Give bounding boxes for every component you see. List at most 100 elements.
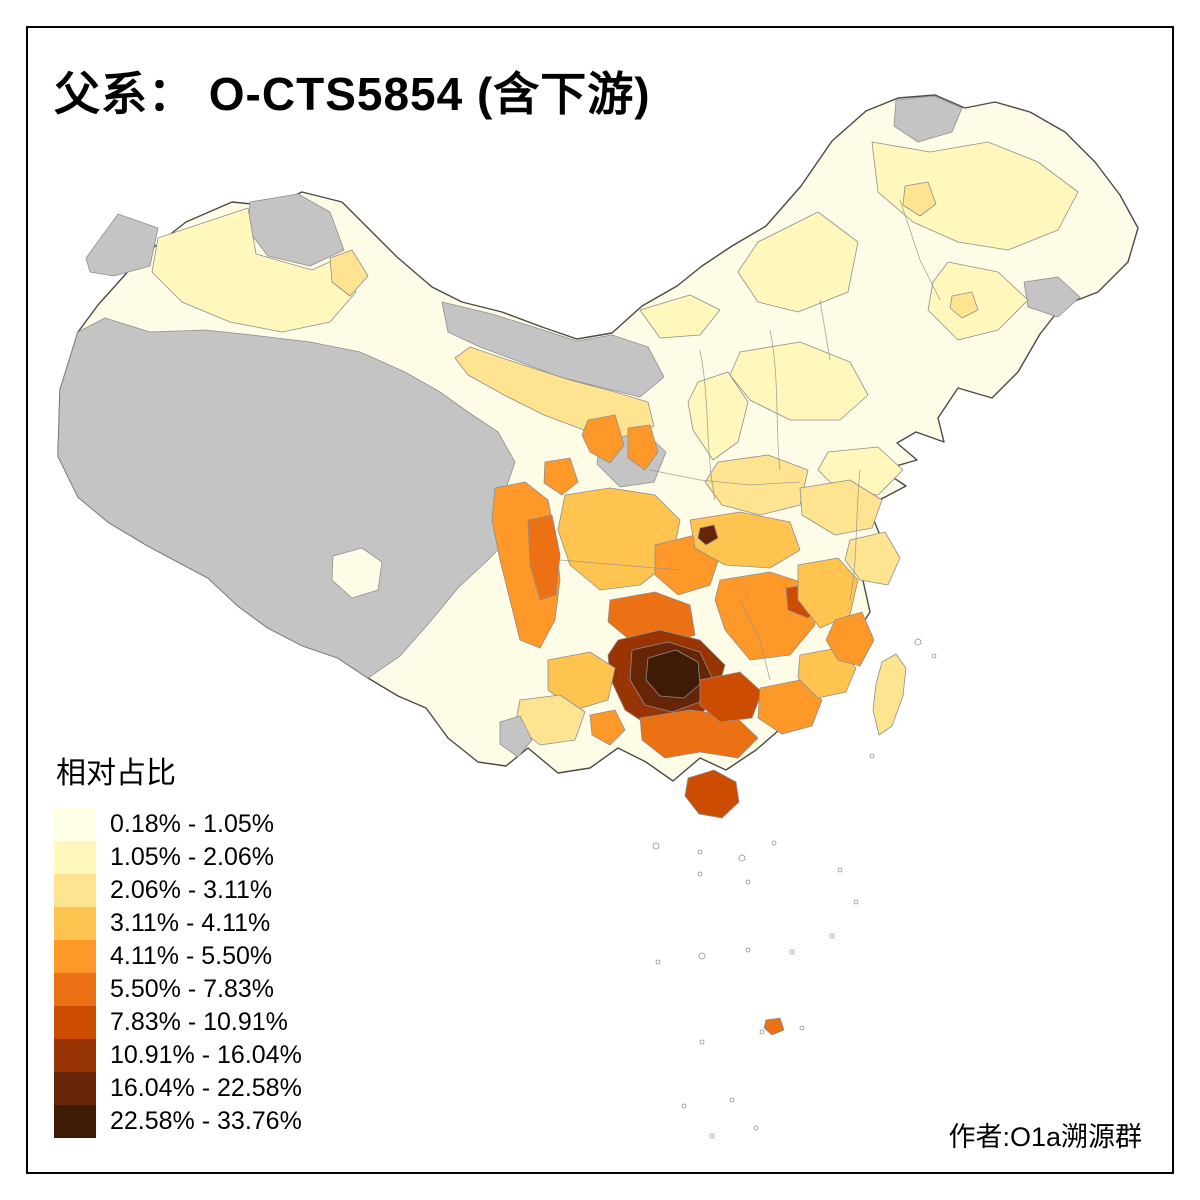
legend-color-swatch <box>54 940 96 973</box>
map-region-jiangsu-anhui <box>799 479 883 536</box>
map-region-xinjiang-yellow <box>151 207 357 333</box>
small-island <box>697 871 703 877</box>
map-region-shanxi <box>687 371 749 461</box>
map-region-guangxi <box>639 709 759 759</box>
legend-title: 相对占比 <box>56 757 176 790</box>
map-region-ne-gray-east <box>1023 276 1081 318</box>
small-island <box>697 849 703 855</box>
map-region-gannan-orange-2 <box>627 424 659 471</box>
small-island <box>729 1097 735 1103</box>
legend-rows: 0.18% - 1.05% 1.05% - 2.06% 2.06% - 3.11% 3… <box>54 808 302 1138</box>
small-island <box>698 952 706 960</box>
small-island <box>699 1039 705 1045</box>
small-island <box>681 1103 687 1109</box>
map-region-hebei <box>729 341 869 421</box>
map-region-taiwan <box>872 653 907 736</box>
map-region-jilin <box>927 261 1029 341</box>
small-island <box>789 949 795 955</box>
map-region-hotspot-core <box>645 649 701 699</box>
map-region-yunnan-c2 <box>514 694 586 746</box>
small-island <box>738 854 746 862</box>
map-region-fujian <box>825 611 875 667</box>
small-island <box>759 1029 765 1035</box>
small-island <box>745 947 751 953</box>
small-island <box>829 933 835 939</box>
province-border-line <box>899 199 941 301</box>
legend-color-swatch <box>54 1072 96 1105</box>
map-region-neimeng-east <box>737 211 859 313</box>
legend-color-swatch <box>54 1105 96 1138</box>
legend-item: 16.04% - 22.58% <box>54 1072 302 1105</box>
map-region-zhejiang <box>844 531 901 586</box>
legend-range-label: 4.11% - 5.50% <box>110 942 273 970</box>
map-region-guangdong-west <box>757 679 823 735</box>
map-region-west-sichuan-orange-2 <box>527 514 561 601</box>
legend-range-label: 0.18% - 1.05% <box>110 810 274 838</box>
small-island <box>869 753 875 759</box>
map-region-gannan-orange-1 <box>581 414 625 464</box>
small-island <box>931 653 937 659</box>
province-border-line <box>559 559 681 571</box>
legend-item: 2.06% - 3.11% <box>54 874 302 907</box>
legend-color-swatch <box>54 1006 96 1039</box>
legend-range-label: 7.83% - 10.91% <box>110 1008 288 1036</box>
legend-range-label: 5.50% - 7.83% <box>110 975 274 1003</box>
province-border-line <box>769 329 781 471</box>
small-island <box>652 842 660 850</box>
legend-range-label: 10.91% - 16.04% <box>110 1041 302 1069</box>
legend-color-swatch <box>54 841 96 874</box>
small-island <box>771 840 777 846</box>
small-island <box>914 638 922 646</box>
province-border-line <box>819 299 831 361</box>
small-island <box>745 879 751 885</box>
map-region-xining-orange <box>543 457 579 496</box>
map-region-yunnan-c4 <box>589 709 626 746</box>
map-region-hainan <box>684 769 740 819</box>
legend-item: 1.05% - 2.06% <box>54 841 302 874</box>
map-region-shennongjia-dark <box>697 524 719 546</box>
map-region-heilongjiang <box>871 141 1079 251</box>
legend-color-swatch <box>54 874 96 907</box>
legend-range-label: 1.05% - 2.06% <box>110 843 274 871</box>
legend-item: 5.50% - 7.83% <box>54 973 302 1006</box>
map-region-ne-spot-2 <box>949 291 979 319</box>
legend-range-label: 2.06% - 3.11% <box>110 876 273 904</box>
legend-range-label: 3.11% - 4.11% <box>110 909 271 937</box>
legend-color-swatch <box>54 907 96 940</box>
legend-item: 3.11% - 4.11% <box>54 907 302 940</box>
map-region-xinjiang-yellow-2 <box>329 249 369 297</box>
legend-item: 22.58% - 33.76% <box>54 1105 302 1138</box>
small-island <box>709 1133 715 1139</box>
map-region-inner-mongolia-west-gray <box>441 301 665 398</box>
map-region-tibet-pale-patch <box>331 547 383 599</box>
legend-color-swatch <box>54 1039 96 1072</box>
small-island <box>655 959 661 965</box>
legend-color-swatch <box>54 973 96 1006</box>
map-legend: 相对占比 0.18% - 1.05% 1.05% - 2.06% 2.06% - 3… <box>54 748 302 1138</box>
province-border-line <box>699 349 716 501</box>
page-title: 父系： O-CTS5854 (含下游) <box>54 68 651 120</box>
map-region-south-island-orange <box>763 1017 785 1036</box>
map-region-jiangxi <box>797 557 859 629</box>
map-region-ne-spot-1 <box>902 181 937 217</box>
small-island <box>837 867 843 873</box>
small-island <box>799 1025 805 1031</box>
map-region-ne-gray-north <box>893 95 963 143</box>
map-region-mongolia-border-east <box>639 294 721 339</box>
map-region-yunnan-sw-gray <box>499 715 533 758</box>
province-border-line <box>739 599 771 681</box>
province-border-line <box>849 469 861 601</box>
legend-item: 4.11% - 5.50% <box>54 940 302 973</box>
small-island <box>853 899 859 905</box>
legend-range-label: 22.58% - 33.76% <box>110 1107 302 1135</box>
map-region-xinjiang-north-gray-1 <box>85 213 159 277</box>
legend-item: 0.18% - 1.05% <box>54 808 302 841</box>
attribution-text: 作者:O1a溯源群 <box>948 1122 1142 1152</box>
legend-range-label: 16.04% - 22.58% <box>110 1074 302 1102</box>
legend-item: 10.91% - 16.04% <box>54 1039 302 1072</box>
small-island <box>753 1125 759 1131</box>
map-region-hubei <box>689 511 801 569</box>
province-border-line <box>649 469 801 486</box>
